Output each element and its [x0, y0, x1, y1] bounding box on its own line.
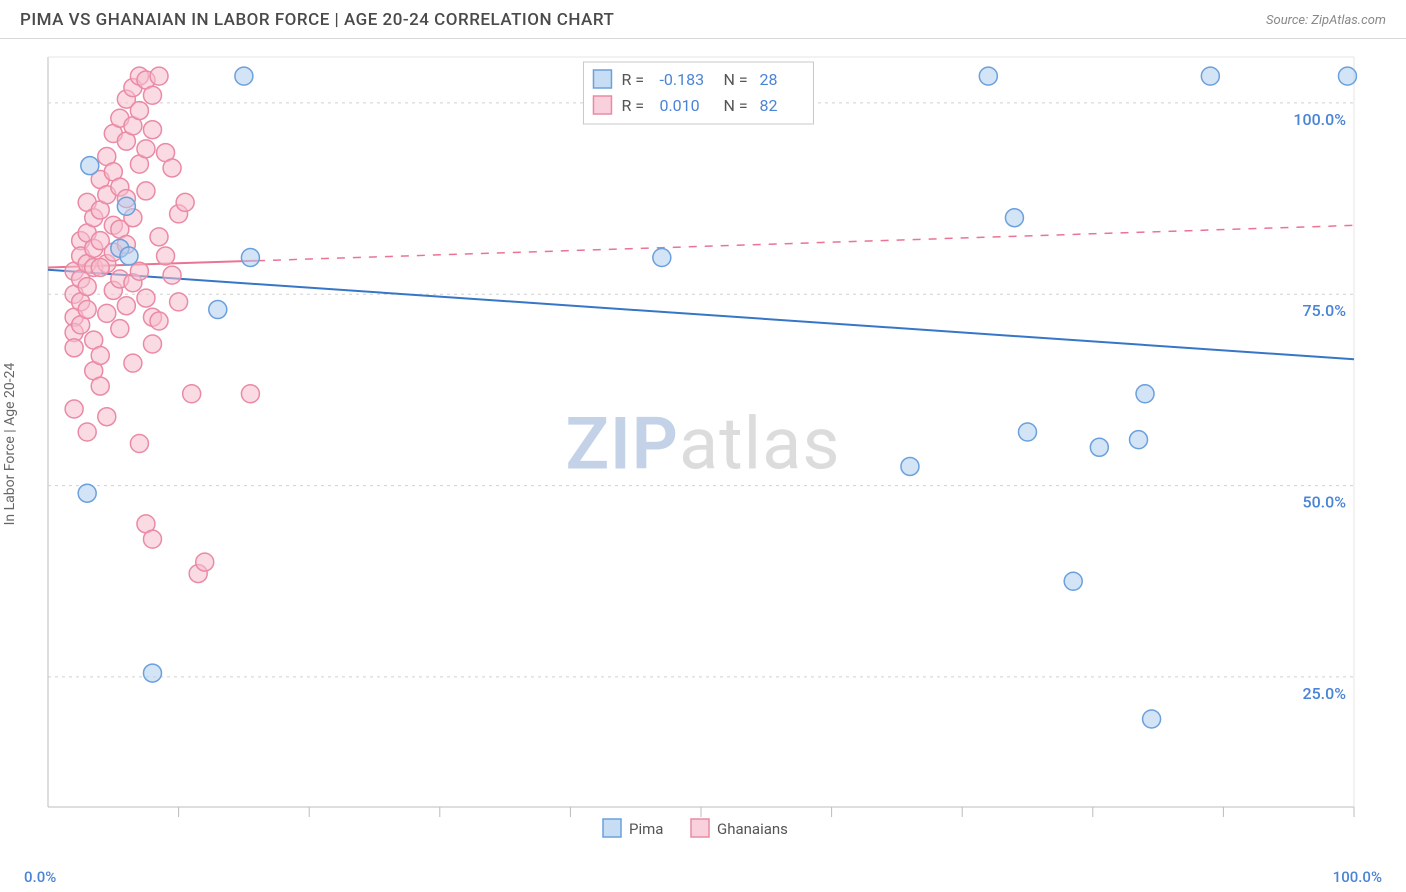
svg-text:100.0%: 100.0% — [1293, 110, 1346, 129]
source-attribution: Source: ZipAtlas.com — [1266, 13, 1386, 28]
x-axis-range-labels: 0.0% 100.0% — [0, 868, 1406, 886]
svg-text:50.0%: 50.0% — [1302, 493, 1346, 512]
svg-text:Ghanaians: Ghanaians — [717, 820, 788, 838]
chart-area: In Labor Force | Age 20-24 25.0% 50.0% 75.… — [0, 39, 1406, 849]
svg-text:R =: R = — [621, 70, 644, 89]
svg-text:75.0%: 75.0% — [1302, 301, 1346, 320]
x-axis-min-label: 0.0% — [24, 868, 56, 886]
svg-text:N =: N = — [723, 70, 747, 89]
y-axis-label: In Labor Force | Age 20-24 — [2, 363, 18, 526]
svg-text:0.010: 0.010 — [659, 96, 699, 115]
svg-text:28: 28 — [759, 70, 777, 89]
svg-text:-0.183: -0.183 — [659, 70, 704, 89]
svg-text:N =: N = — [723, 96, 747, 115]
svg-text:Pima: Pima — [629, 820, 663, 838]
scatter-chart-svg: 25.0% 50.0% 75.0% 100.0% R = -0.183 N = 28 R = 0.… — [0, 39, 1406, 849]
header-bar: PIMA VS GHANAIAN IN LABOR FORCE | AGE 20… — [0, 0, 1406, 39]
svg-text:R =: R = — [621, 96, 644, 115]
svg-text:25.0%: 25.0% — [1302, 684, 1346, 703]
x-axis-max-label: 100.0% — [1333, 868, 1382, 886]
chart-title: PIMA VS GHANAIAN IN LABOR FORCE | AGE 20… — [20, 10, 614, 30]
svg-text:82: 82 — [759, 96, 777, 115]
